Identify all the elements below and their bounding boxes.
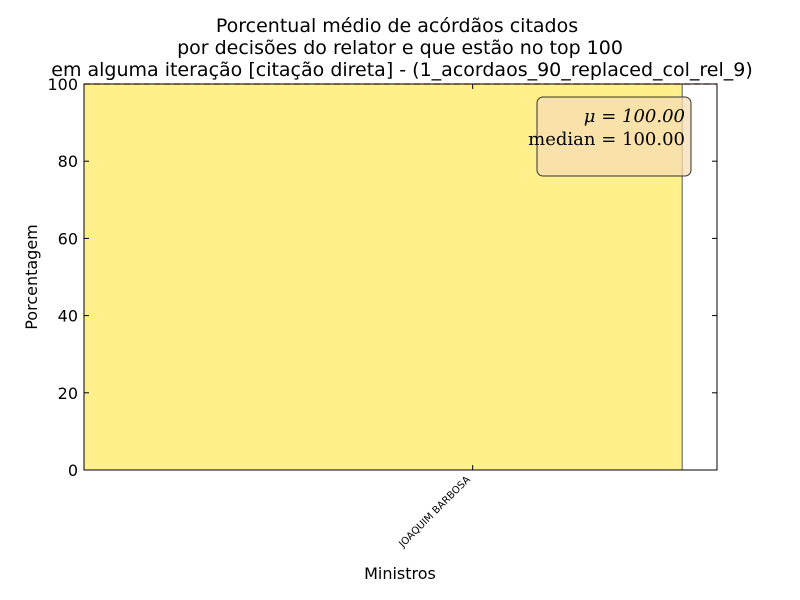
stats-median-label: median = 100.00	[528, 129, 685, 150]
stats-mean-label: μ = 100.00	[584, 106, 685, 127]
chart-title-line-2: por decisões do relator e que estão no t…	[177, 37, 623, 59]
plot-frame	[83, 83, 718, 471]
x-tick-label-0: JOAQUIM BARBOSA	[397, 474, 473, 550]
chart-title-line-3: em alguma iteração [citação direta] - (1…	[51, 59, 753, 81]
y-axis-label: Porcentagem	[22, 224, 41, 330]
x-axis-label: Ministros	[364, 564, 436, 583]
y-tick-label-4: 80	[58, 152, 78, 171]
chart-title-line-1: Porcentual médio de acórdãos citados	[216, 15, 578, 37]
stats-box-background	[536, 96, 692, 177]
stats-box: μ = 100.00 median = 100.00	[528, 96, 692, 177]
y-tick-label-0: 0	[68, 461, 78, 480]
y-tick-label-5: 100	[47, 75, 78, 94]
y-tick-label-3: 60	[58, 229, 78, 248]
y-axis-ticks: 0 20 40 60 80 100	[47, 75, 717, 480]
y-tick-label-2: 40	[58, 307, 78, 326]
y-tick-label-1: 20	[58, 384, 78, 403]
